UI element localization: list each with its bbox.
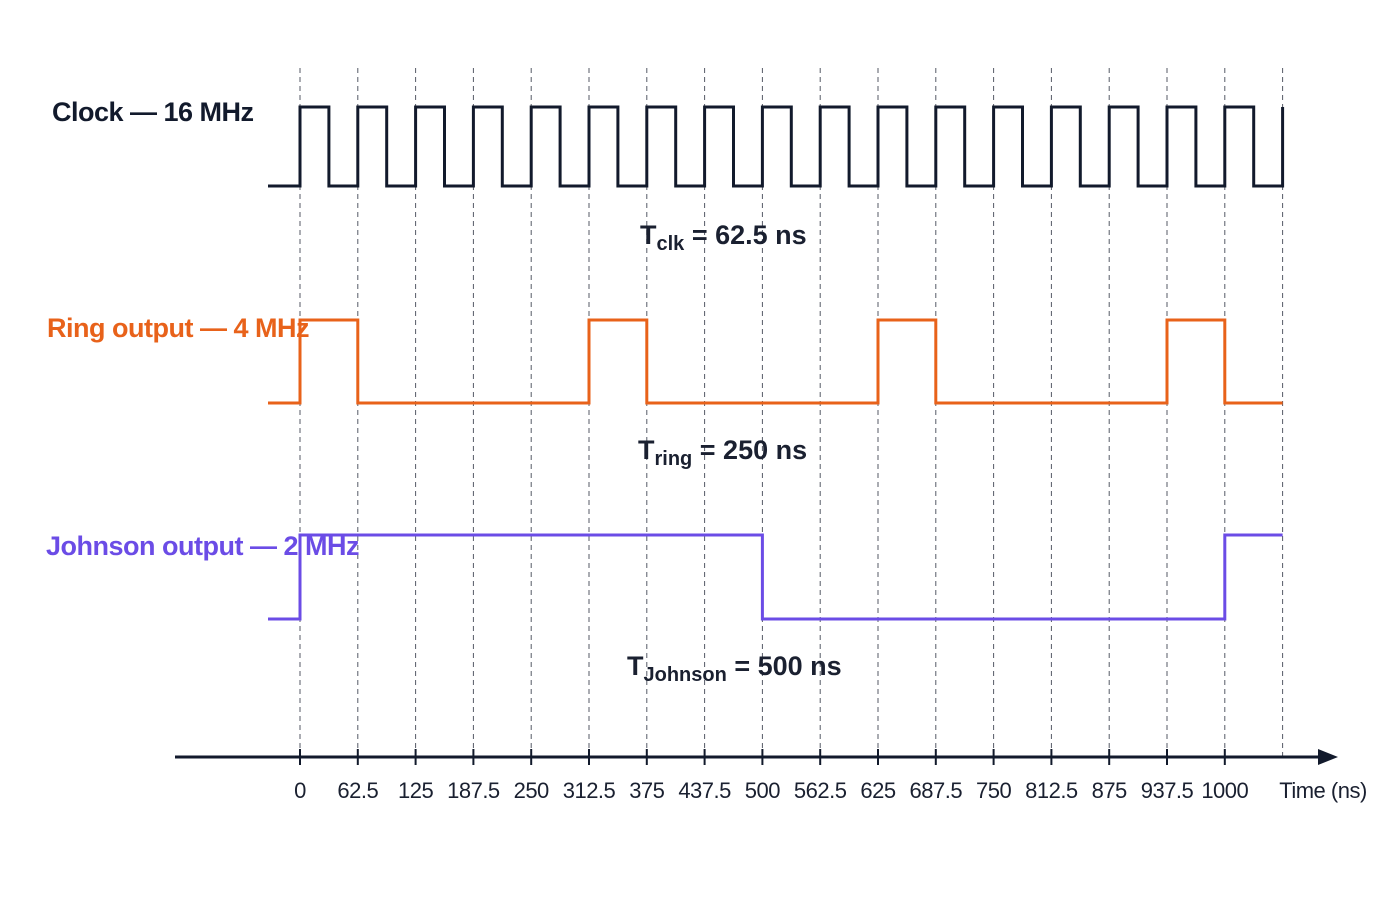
tick-label: 687.5 <box>910 778 963 803</box>
tick-label: 562.5 <box>794 778 847 803</box>
tick-label: 875 <box>1092 778 1127 803</box>
johnson-signal-label: Johnson output — 2 MHz <box>46 531 359 561</box>
ring-period-label: Tring = 250 ns <box>638 435 807 470</box>
tick-label: 500 <box>745 778 780 803</box>
tick-label: 250 <box>514 778 549 803</box>
tick-label: 187.5 <box>447 778 500 803</box>
tick-label: 125 <box>398 778 433 803</box>
axis-arrow-icon <box>1318 749 1338 765</box>
time-axis: 0 62.5 125 187.5 250 312.5 375 437.5 500 562.5 625… <box>175 749 1367 803</box>
grid-layer <box>299 68 1284 758</box>
ring-signal-label: Ring output — 4 MHz <box>47 313 309 343</box>
tick-label: 0 <box>294 778 306 803</box>
tick-label: 62.5 <box>337 778 378 803</box>
label-layer: Clock — 16 MHz Tclk = 62.5 ns Ring output … <box>46 97 842 686</box>
tick-label: 375 <box>629 778 664 803</box>
clock-period-label: Tclk = 62.5 ns <box>640 220 807 255</box>
tick-label: 937.5 <box>1141 778 1194 803</box>
tick-label: 625 <box>860 778 895 803</box>
tick-label: 437.5 <box>678 778 731 803</box>
tick-label: 750 <box>976 778 1011 803</box>
tick-label: 812.5 <box>1025 778 1078 803</box>
axis-title: Time (ns) <box>1279 778 1367 803</box>
johnson-period-label: TJohnson = 500 ns <box>627 651 842 686</box>
ring-waveform <box>268 318 1283 405</box>
clock-waveform <box>268 105 1285 188</box>
clock-signal-label: Clock — 16 MHz <box>52 97 254 127</box>
tick-label: 1000 <box>1201 778 1248 803</box>
tick-label: 312.5 <box>563 778 616 803</box>
johnson-waveform <box>268 533 1283 621</box>
waveform-layer <box>268 105 1285 621</box>
